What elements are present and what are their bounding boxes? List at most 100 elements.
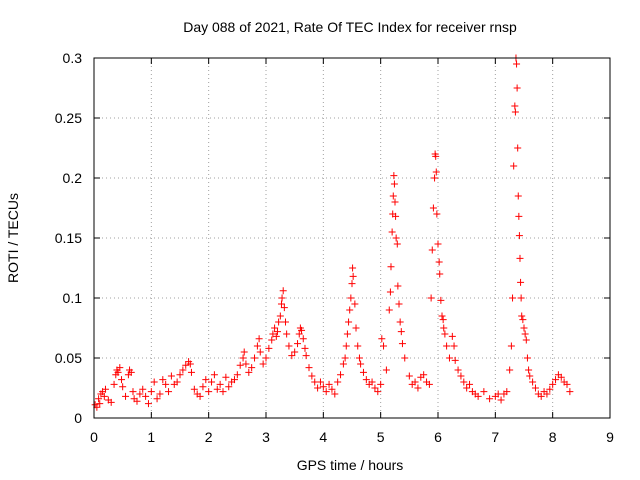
data-point: [199, 383, 207, 391]
data-point: [147, 388, 155, 396]
data-point: [230, 376, 238, 384]
data-point: [401, 354, 409, 362]
data-point: [96, 400, 104, 408]
data-point: [398, 340, 406, 348]
data-point: [390, 172, 398, 180]
data-point: [387, 263, 395, 271]
data-point: [454, 366, 462, 374]
data-point: [507, 342, 515, 350]
data-point: [202, 376, 210, 384]
data-point: [271, 324, 279, 332]
data-point: [382, 366, 390, 374]
data-point: [438, 312, 446, 320]
data-point: [511, 108, 519, 116]
data-point: [176, 371, 184, 379]
data-point: [346, 306, 354, 314]
data-point: [299, 335, 307, 343]
data-point: [291, 348, 299, 356]
data-point: [273, 328, 281, 336]
y-tick-label: 0.25: [55, 110, 82, 126]
data-point: [316, 378, 324, 386]
data-point: [144, 400, 152, 408]
data-point: [186, 360, 194, 368]
data-point: [371, 384, 379, 392]
data-point: [362, 376, 370, 384]
data-point: [392, 234, 400, 242]
data-point: [385, 306, 393, 314]
data-point: [348, 280, 356, 288]
data-point: [322, 388, 330, 396]
data-point: [352, 324, 360, 332]
x-tick-label: 7: [491, 429, 499, 445]
data-point: [368, 378, 376, 386]
data-point: [517, 294, 525, 302]
data-point: [543, 390, 551, 398]
data-point: [233, 371, 241, 379]
data-point: [342, 342, 350, 350]
data-point: [531, 384, 539, 392]
data-points: [91, 54, 574, 411]
data-point: [519, 316, 527, 324]
data-point: [182, 361, 190, 369]
data-point: [255, 335, 263, 343]
data-point: [179, 366, 187, 374]
data-point: [393, 240, 401, 248]
data-point: [450, 342, 458, 350]
data-point: [118, 376, 126, 384]
chart-title: Day 088 of 2021, Rate Of TEC Index for r…: [183, 19, 517, 35]
data-point: [474, 392, 482, 400]
data-point: [276, 312, 284, 320]
data-point: [208, 378, 216, 386]
data-point: [256, 348, 264, 356]
data-point: [549, 380, 557, 388]
data-point: [248, 364, 256, 372]
y-tick-label: 0.15: [55, 230, 82, 246]
data-point: [173, 378, 181, 386]
data-point: [213, 385, 221, 393]
data-point: [347, 294, 355, 302]
data-point: [319, 383, 327, 391]
data-point: [463, 384, 471, 392]
y-tick-label: 0.1: [63, 290, 83, 306]
x-tick-label: 5: [377, 429, 385, 445]
x-axis-label: GPS time / hours: [297, 457, 404, 473]
data-point: [242, 360, 250, 368]
data-point: [139, 385, 147, 393]
data-point: [262, 354, 270, 362]
x-tick-label: 8: [549, 429, 557, 445]
data-point: [268, 336, 276, 344]
data-point: [529, 378, 537, 386]
data-point: [205, 388, 213, 396]
data-point: [391, 198, 399, 206]
data-point: [433, 210, 441, 218]
data-point: [150, 378, 158, 386]
data-point: [405, 372, 413, 380]
data-point: [390, 180, 398, 188]
data-point: [460, 378, 468, 386]
data-point: [279, 287, 287, 295]
data-point: [222, 373, 230, 381]
data-point: [497, 396, 505, 404]
data-point: [445, 354, 453, 362]
data-point: [142, 392, 150, 400]
data-point: [314, 384, 322, 392]
data-point: [511, 102, 519, 110]
data-point: [272, 332, 280, 340]
data-point: [516, 254, 524, 262]
data-point: [425, 380, 433, 388]
data-point: [514, 192, 522, 200]
data-point: [107, 398, 115, 406]
data-point: [394, 282, 402, 290]
data-point: [557, 373, 565, 381]
data-point: [517, 278, 525, 286]
data-point: [225, 383, 233, 391]
data-point: [509, 294, 517, 302]
data-point: [510, 162, 518, 170]
data-point: [294, 340, 302, 348]
y-tick-label: 0: [74, 410, 82, 426]
data-point: [265, 344, 273, 352]
data-point: [341, 354, 349, 362]
data-point: [190, 385, 198, 393]
data-point: [566, 388, 574, 396]
